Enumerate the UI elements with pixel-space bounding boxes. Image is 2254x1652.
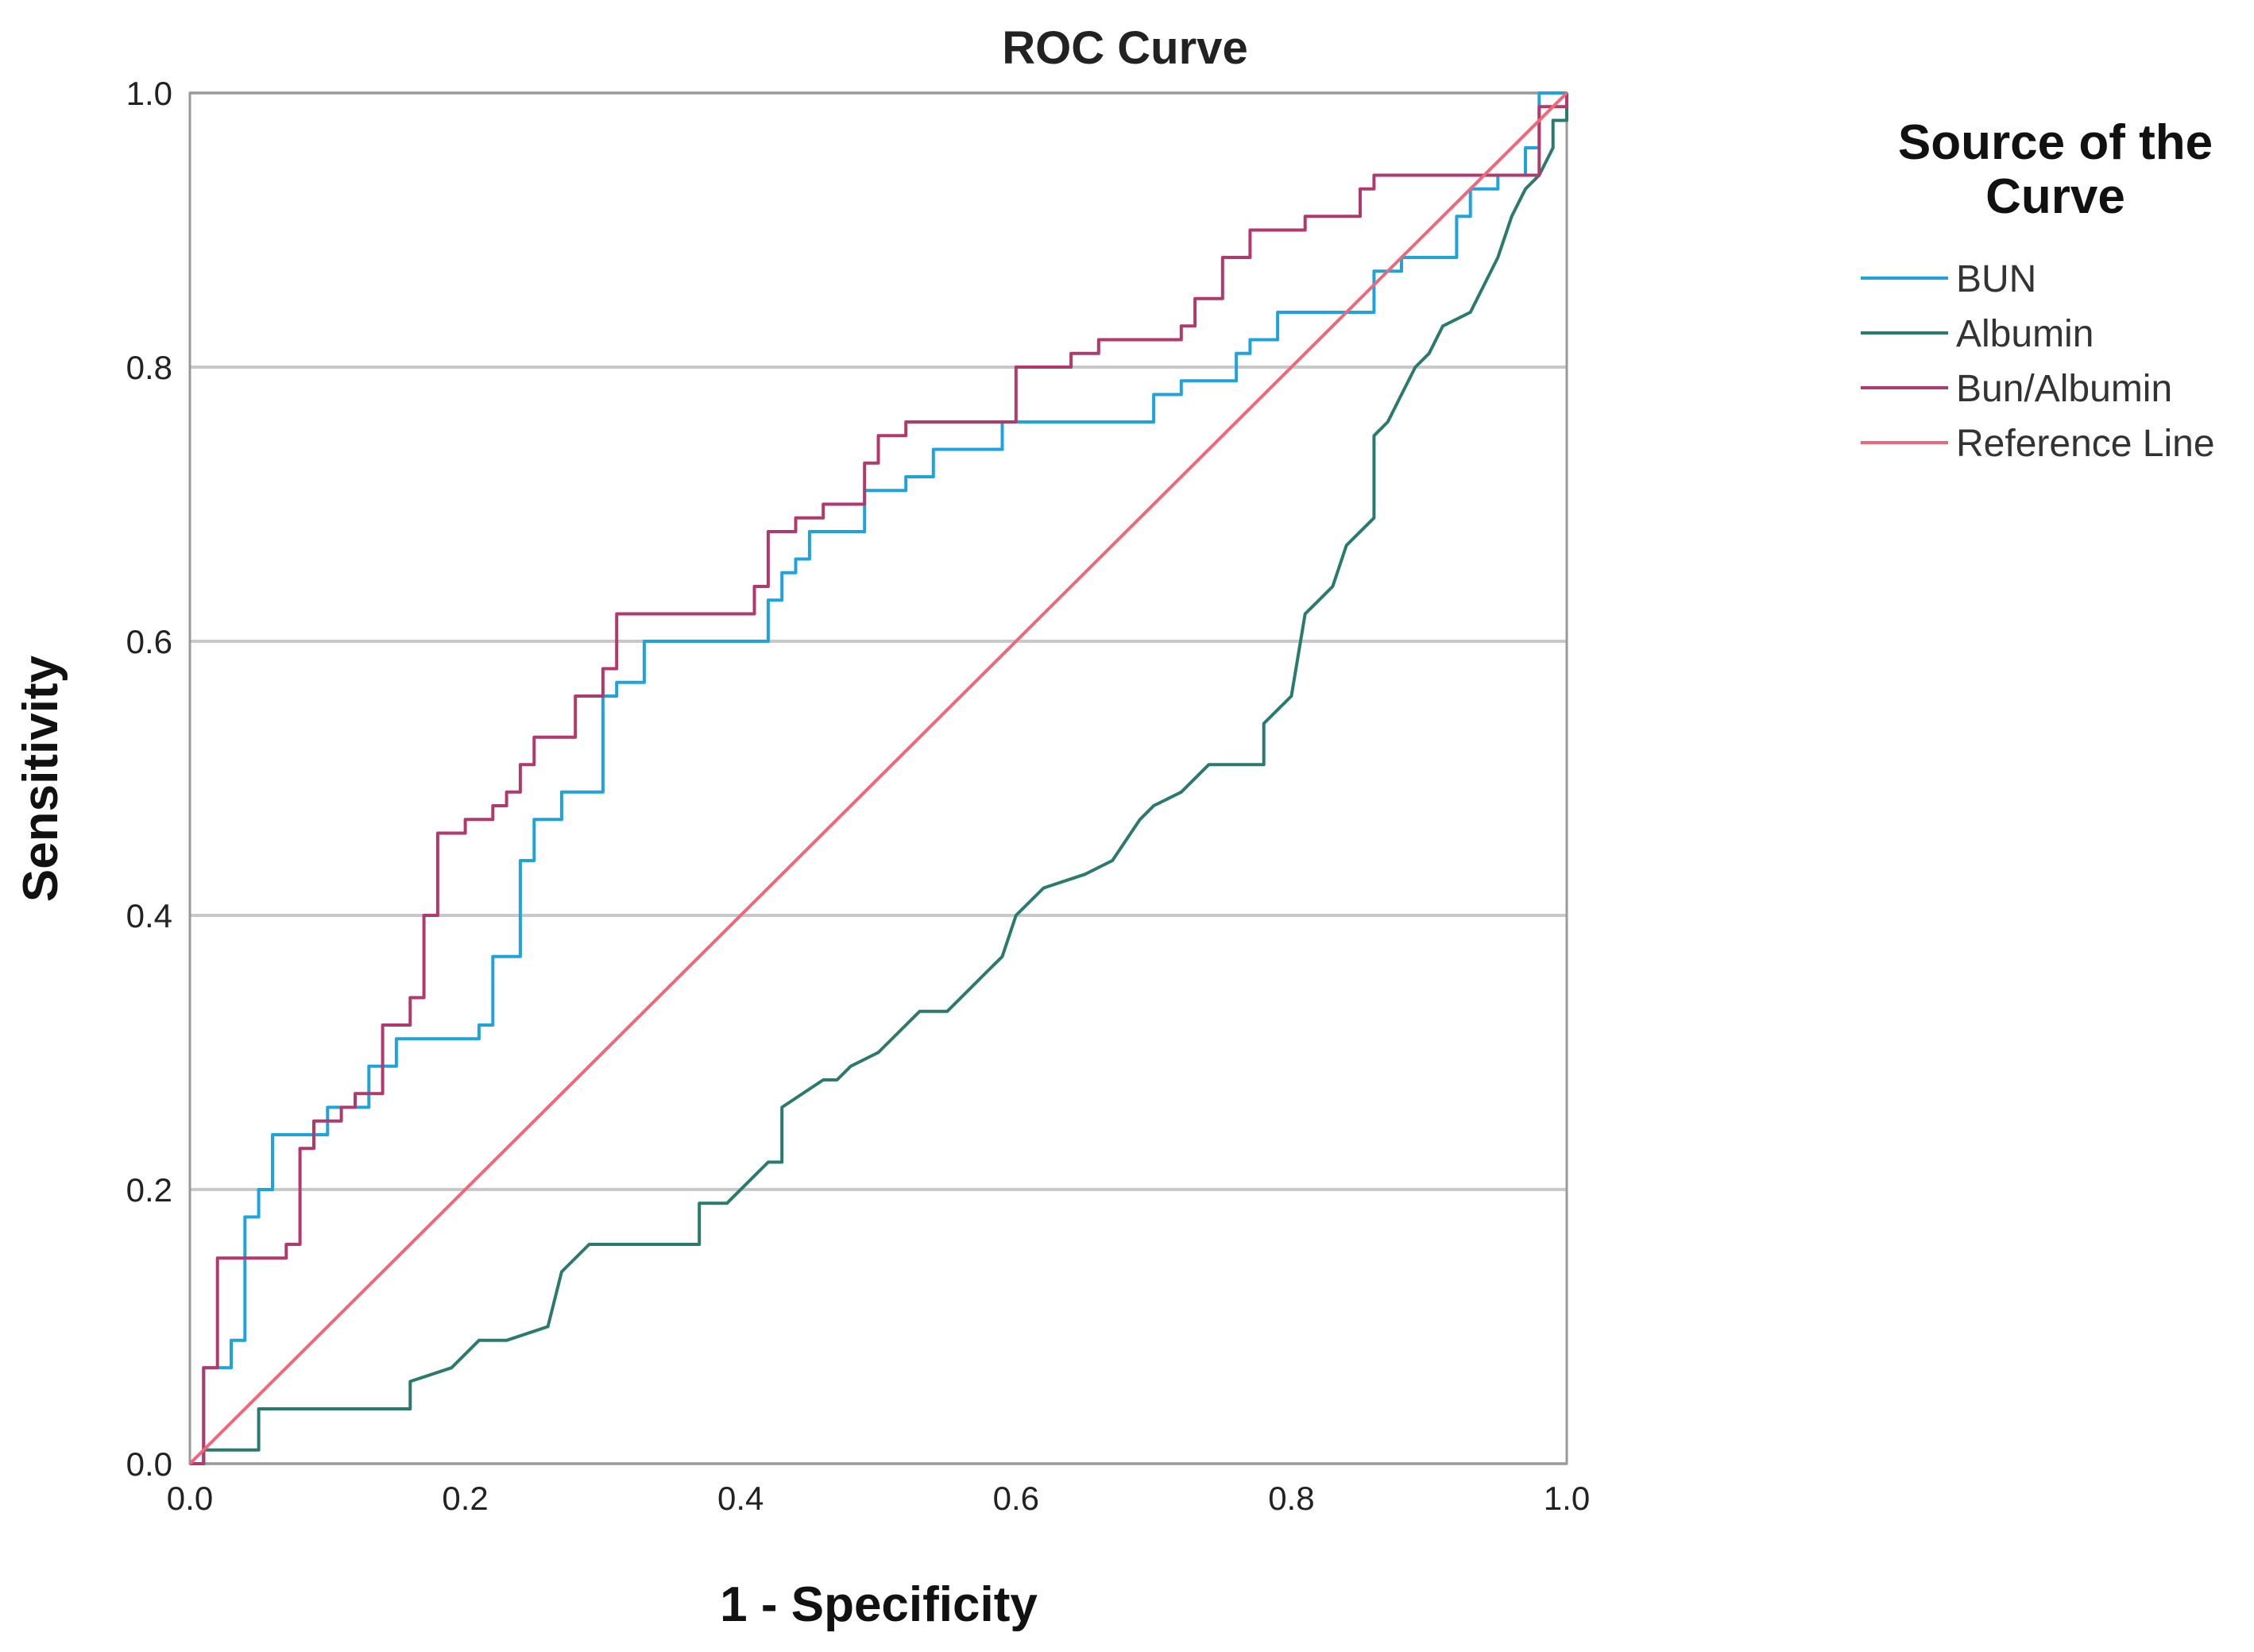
legend-label-reference-line: Reference Line [1956,423,2215,465]
legend-items: BUN Albumin Bun/Albumin Reference Line [1861,258,2215,465]
x-tick-4: 0.8 [1268,1480,1314,1517]
series-line-bun [190,91,1567,1465]
chart-title: ROC Curve [1002,22,1247,74]
y-tick-labels: 0.0 0.2 0.4 0.6 0.8 1.0 [126,75,172,1483]
x-tick-5: 1.0 [1544,1480,1590,1517]
y-tick-2: 0.4 [126,897,172,934]
x-tick-labels: 0.0 0.2 0.4 0.6 0.8 1.0 [167,1480,1590,1517]
x-tick-0: 0.0 [167,1480,213,1517]
y-tick-4: 0.8 [126,349,172,386]
series-line-reference-line [188,91,1568,1465]
legend-label-albumin: Albumin [1956,313,2094,355]
series-line-albumin [190,93,1568,1465]
legend-label-bun: BUN [1956,258,2036,300]
y-tick-3: 0.6 [126,623,172,660]
plot-frame [188,91,1568,1465]
y-tick-5: 1.0 [126,75,172,112]
legend: Source of the Curve BUN Albumin Bun/Albumi… [1861,115,2215,465]
y-tick-0: 0.0 [126,1445,172,1483]
legend-title-line-2: Curve [1985,169,2125,224]
x-axis-title: 1 - Specificity [720,1577,1038,1632]
x-tick-3: 0.6 [993,1480,1039,1517]
x-tick-1: 0.2 [442,1480,488,1517]
series-group [188,91,1568,1465]
legend-label-bun-albumin: Bun/Albumin [1956,368,2172,410]
x-tick-2: 0.4 [717,1480,764,1517]
y-axis-title: Sensitivity [14,655,68,902]
series-line-bun-albumin [190,93,1568,1465]
legend-title-line-1: Source of the [1898,115,2213,170]
y-tick-1: 0.2 [126,1171,172,1209]
